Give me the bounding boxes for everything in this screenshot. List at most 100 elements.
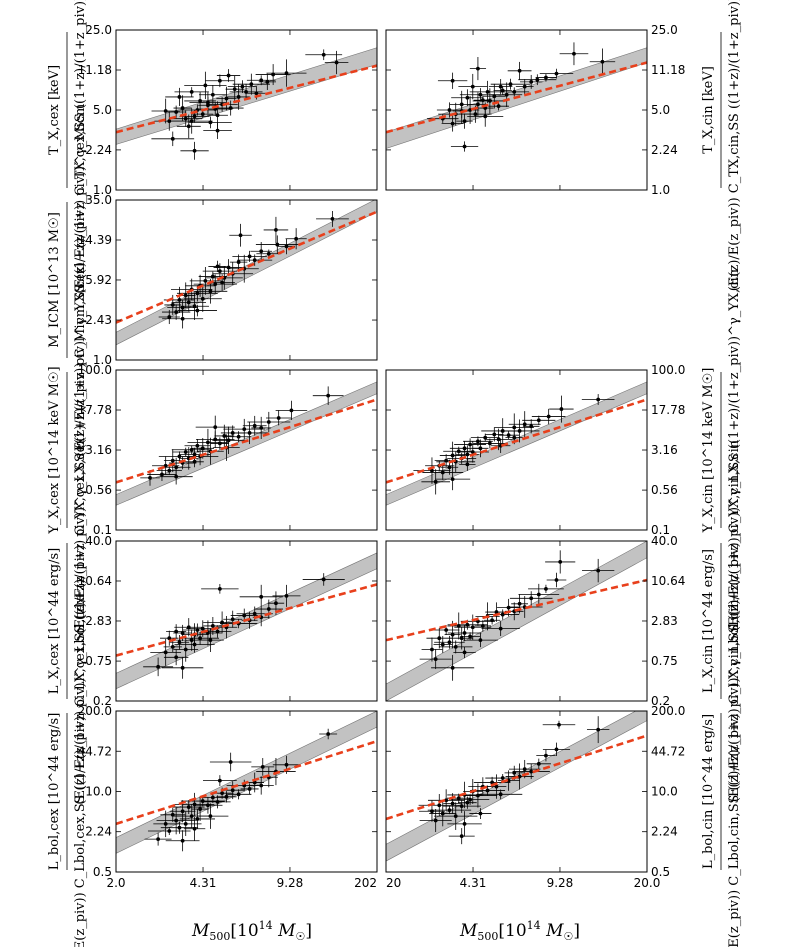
data-point (454, 614, 492, 640)
data-point (163, 449, 182, 473)
data-point (180, 292, 209, 320)
point-marker (478, 638, 483, 643)
point-marker (247, 431, 252, 435)
data-point (214, 424, 235, 448)
point-marker (222, 434, 227, 438)
point-marker (163, 650, 168, 655)
point-marker (498, 626, 503, 631)
data-point (242, 415, 267, 436)
data-point (171, 445, 212, 455)
data-point (458, 73, 488, 100)
data-point (458, 783, 498, 808)
point-marker (476, 793, 480, 798)
data-point (469, 57, 487, 81)
point-marker (326, 732, 331, 736)
point-marker (244, 89, 248, 94)
point-marker (242, 613, 247, 618)
y-tick-label: 100.0 (651, 363, 685, 377)
data-point (256, 249, 282, 258)
plot-frame (115, 29, 378, 191)
data-point (216, 791, 237, 803)
confidence-band (386, 381, 647, 506)
point-marker (500, 88, 505, 93)
point-marker (215, 629, 220, 634)
y-axis-label-normalization: (E(z)/E(z_piv)) C_Micm,SS ((1+z)/(1+z_pi… (73, 104, 88, 457)
point-marker (163, 463, 168, 468)
point-marker (470, 84, 475, 89)
point-marker (189, 814, 194, 819)
data-point (472, 439, 489, 458)
point-marker (498, 792, 503, 797)
fit-line (386, 578, 647, 642)
point-marker (180, 305, 185, 310)
point-marker (210, 624, 215, 628)
y-tick-label: 10.64 (651, 574, 685, 588)
plot-area (386, 42, 647, 152)
point-marker (189, 89, 194, 94)
point-marker (459, 804, 464, 809)
x-tick-label: 4.31 (190, 876, 217, 890)
point-marker (284, 762, 289, 767)
point-marker (148, 475, 152, 480)
point-marker (433, 818, 438, 823)
data-point (509, 591, 553, 606)
data-point (189, 266, 222, 295)
point-marker (180, 106, 185, 110)
data-point (216, 69, 241, 82)
data-point (479, 789, 523, 800)
data-point (156, 466, 182, 475)
data-point (227, 80, 257, 93)
point-marker (476, 439, 480, 444)
point-marker (195, 291, 200, 296)
data-point (176, 114, 201, 139)
data-point (586, 716, 610, 744)
y-tick-label: 5.92 (85, 273, 112, 287)
data-point (439, 640, 473, 654)
y-tick-label: 40.0 (85, 534, 112, 548)
point-marker (192, 114, 197, 119)
point-marker (192, 642, 197, 647)
point-marker (330, 216, 335, 221)
point-marker (462, 821, 467, 826)
y-axis-label-normalization: (E(z)/E(z_piv)) C_YX,cex,SS ((1+z)/(1+z_… (73, 266, 88, 634)
y-tick-label: 100.0 (78, 363, 112, 377)
point-marker (266, 420, 271, 424)
data-point (434, 802, 478, 830)
data-point (549, 395, 574, 423)
point-marker (470, 450, 475, 454)
data-point (165, 830, 200, 852)
data-point (467, 105, 504, 127)
point-marker (200, 112, 205, 117)
point-marker (478, 446, 483, 451)
point-marker (529, 596, 534, 601)
data-point (426, 627, 453, 649)
point-marker (554, 71, 559, 76)
data-point (265, 410, 292, 426)
point-marker (485, 89, 490, 94)
point-marker (433, 479, 438, 484)
point-marker (596, 568, 601, 573)
data-point (216, 86, 237, 111)
point-marker (476, 102, 480, 107)
x-tick-label: 9.28 (547, 876, 574, 890)
data-point (508, 411, 541, 438)
data-point (581, 394, 615, 405)
point-marker (462, 119, 467, 123)
point-marker (430, 647, 434, 652)
point-marker (167, 829, 172, 833)
point-marker (220, 791, 225, 796)
y-tick-label: 2.43 (85, 313, 112, 327)
point-marker (554, 578, 559, 582)
data-point (161, 304, 191, 320)
point-marker (544, 753, 548, 758)
y-tick-label: 0.75 (651, 654, 678, 668)
data-point (448, 828, 475, 845)
point-marker (192, 459, 197, 464)
data-point (263, 216, 289, 244)
point-marker (490, 618, 495, 623)
data-point (217, 100, 244, 116)
data-point (220, 618, 258, 629)
point-marker (522, 767, 527, 772)
point-marker (198, 807, 202, 811)
